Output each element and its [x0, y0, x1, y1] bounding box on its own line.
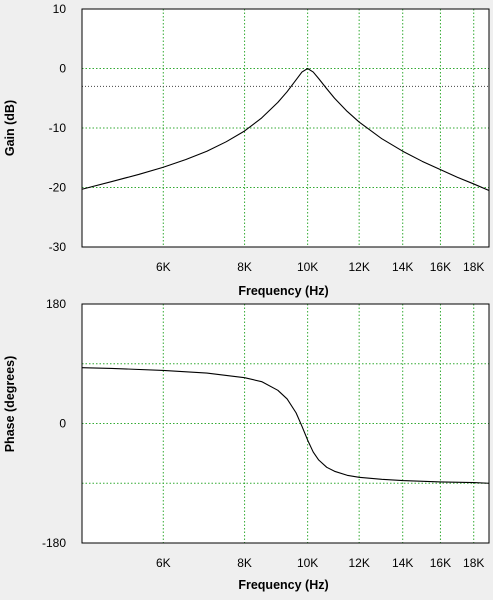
gain-plot-frame — [81, 8, 490, 248]
phase-plot-frame — [81, 303, 490, 544]
gain-y-tick-label: -30 — [49, 240, 67, 254]
phase-tick-labels: 6K 8K 10K 12K 14K 16K 18K 180 0 -180 — [42, 297, 484, 570]
phase-y-tick-label: 180 — [46, 297, 66, 311]
phase-x-tick-label: 10K — [297, 556, 318, 570]
phase-y-tick-label: -180 — [42, 536, 66, 550]
phase-x-tick-label: 12K — [348, 556, 369, 570]
phase-plot: 6K 8K 10K 12K 14K 16K 18K 180 0 -180 Frequency (H… — [3, 297, 490, 592]
gain-x-tick-label: 12K — [348, 260, 369, 274]
gain-x-tick-label: 18K — [463, 260, 484, 274]
phase-grid — [82, 304, 489, 543]
gain-x-tick-label: 10K — [297, 260, 318, 274]
gain-x-axis-label: Frequency (Hz) — [238, 284, 328, 298]
phase-x-tick-label: 16K — [430, 556, 451, 570]
phase-y-axis-label: Phase (degrees) — [3, 356, 17, 453]
gain-y-tick-label: 0 — [59, 62, 66, 76]
gain-y-tick-label: -20 — [49, 181, 67, 195]
phase-y-tick-label: 0 — [59, 417, 66, 431]
phase-x-tick-label: 8K — [237, 556, 252, 570]
gain-grid — [82, 9, 489, 247]
gain-x-tick-label: 16K — [430, 260, 451, 274]
gain-tick-labels: 6K 8K 10K 12K 14K 16K 18K 10 0 -10 -20 -30 — [49, 2, 485, 274]
phase-series — [81, 367, 490, 484]
gain-x-tick-label: 14K — [392, 260, 413, 274]
gain-series — [81, 67, 490, 191]
gain-y-tick-label: -10 — [49, 121, 67, 135]
phase-x-axis-label: Frequency (Hz) — [238, 578, 328, 592]
phase-x-tick-label: 14K — [392, 556, 413, 570]
gain-x-tick-label: 8K — [237, 260, 252, 274]
gain-y-axis-label: Gain (dB) — [3, 100, 17, 156]
phase-response-curve — [81, 367, 490, 484]
gain-y-tick-label: 10 — [53, 2, 67, 16]
gain-plot: 6K 8K 10K 12K 14K 16K 18K 10 0 -10 -20 -30 Frequenc… — [3, 2, 490, 298]
phase-x-tick-label: 6K — [156, 556, 171, 570]
gain-x-tick-label: 6K — [156, 260, 171, 274]
phase-x-tick-label: 18K — [463, 556, 484, 570]
gain-response-curve — [81, 67, 490, 191]
